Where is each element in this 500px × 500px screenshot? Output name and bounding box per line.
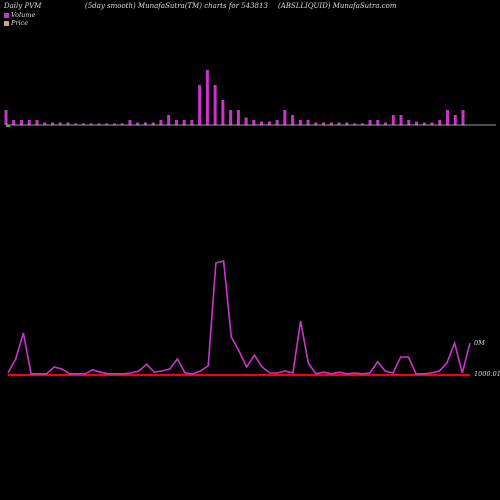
volume-bar bbox=[399, 115, 403, 125]
volume-bar bbox=[337, 122, 341, 125]
volume-bar bbox=[314, 122, 318, 125]
volume-bar bbox=[66, 122, 70, 125]
volume-bar bbox=[260, 121, 264, 125]
volume-bar bbox=[74, 123, 78, 125]
volume-bar bbox=[105, 123, 109, 125]
volume-bar bbox=[446, 110, 450, 125]
legend-price-swatch bbox=[4, 20, 9, 26]
volume-bar bbox=[128, 120, 132, 125]
volume-bar bbox=[407, 120, 411, 125]
volume-bar bbox=[120, 123, 124, 125]
volume-bar bbox=[298, 120, 302, 125]
volume-line bbox=[7, 259, 471, 375]
legend-price: Price bbox=[4, 19, 28, 27]
volume-bar bbox=[267, 121, 271, 125]
volume-bar bbox=[236, 110, 240, 125]
legend-volume-label: Volume bbox=[11, 11, 36, 19]
chart-title-left: Daily PVM bbox=[4, 2, 42, 10]
volume-bar bbox=[205, 70, 209, 125]
chart-title-middle: (5day smooth) MunafaSutra(TM) charts for… bbox=[85, 2, 268, 10]
volume-bar bbox=[35, 120, 39, 125]
volume-bar bbox=[422, 122, 426, 125]
volume-bar bbox=[167, 115, 171, 125]
volume-bar bbox=[97, 123, 101, 125]
volume-bar bbox=[159, 120, 163, 125]
volume-bar bbox=[453, 115, 457, 125]
price-axis-label: 1000.01 bbox=[474, 370, 500, 378]
volume-bar bbox=[27, 120, 31, 125]
price-marker bbox=[6, 125, 10, 127]
volume-bar bbox=[4, 110, 8, 125]
volume-bar bbox=[283, 110, 287, 125]
volume-bar bbox=[89, 123, 93, 125]
volume-bar bbox=[438, 120, 442, 125]
legend-volume: Volume bbox=[4, 11, 35, 19]
volume-bar bbox=[182, 120, 186, 125]
volume-bar bbox=[12, 120, 16, 125]
volume-bar bbox=[19, 120, 23, 125]
volume-bar bbox=[461, 110, 465, 125]
chart-title-right: (ABSLLIQUID) MunafaSutra.com bbox=[278, 2, 397, 10]
volume-bar bbox=[391, 115, 395, 125]
volume-bar bbox=[360, 123, 364, 125]
volume-bar bbox=[221, 100, 225, 125]
volume-bar bbox=[58, 122, 62, 125]
volume-bar bbox=[345, 122, 349, 125]
legend-price-label: Price bbox=[11, 19, 29, 27]
volume-bar bbox=[384, 122, 388, 125]
volume-bar bbox=[368, 120, 372, 125]
volume-bar bbox=[198, 85, 202, 125]
volume-bar bbox=[329, 122, 333, 125]
volume-bar bbox=[275, 120, 279, 125]
volume-axis-label: 0M bbox=[474, 339, 485, 347]
volume-bar bbox=[174, 120, 178, 125]
volume-bar bbox=[43, 122, 47, 125]
volume-bars bbox=[4, 70, 465, 125]
volume-bar bbox=[151, 122, 155, 125]
volume-bar bbox=[136, 122, 140, 125]
volume-bar bbox=[190, 120, 194, 125]
volume-bar bbox=[112, 123, 116, 125]
volume-bar bbox=[353, 123, 357, 125]
volume-bar bbox=[213, 85, 217, 125]
volume-bar bbox=[81, 123, 85, 125]
volume-bar bbox=[252, 120, 256, 125]
volume-bar bbox=[376, 120, 380, 125]
legend-volume-swatch bbox=[4, 12, 9, 18]
volume-bar bbox=[244, 117, 248, 125]
volume-bar bbox=[50, 122, 54, 125]
volume-bar bbox=[306, 120, 310, 125]
volume-bar bbox=[415, 121, 419, 125]
volume-bar bbox=[291, 115, 295, 125]
volume-bar bbox=[430, 122, 434, 125]
volume-bar bbox=[143, 122, 147, 125]
volume-bar bbox=[229, 110, 233, 125]
volume-bar bbox=[322, 122, 326, 125]
